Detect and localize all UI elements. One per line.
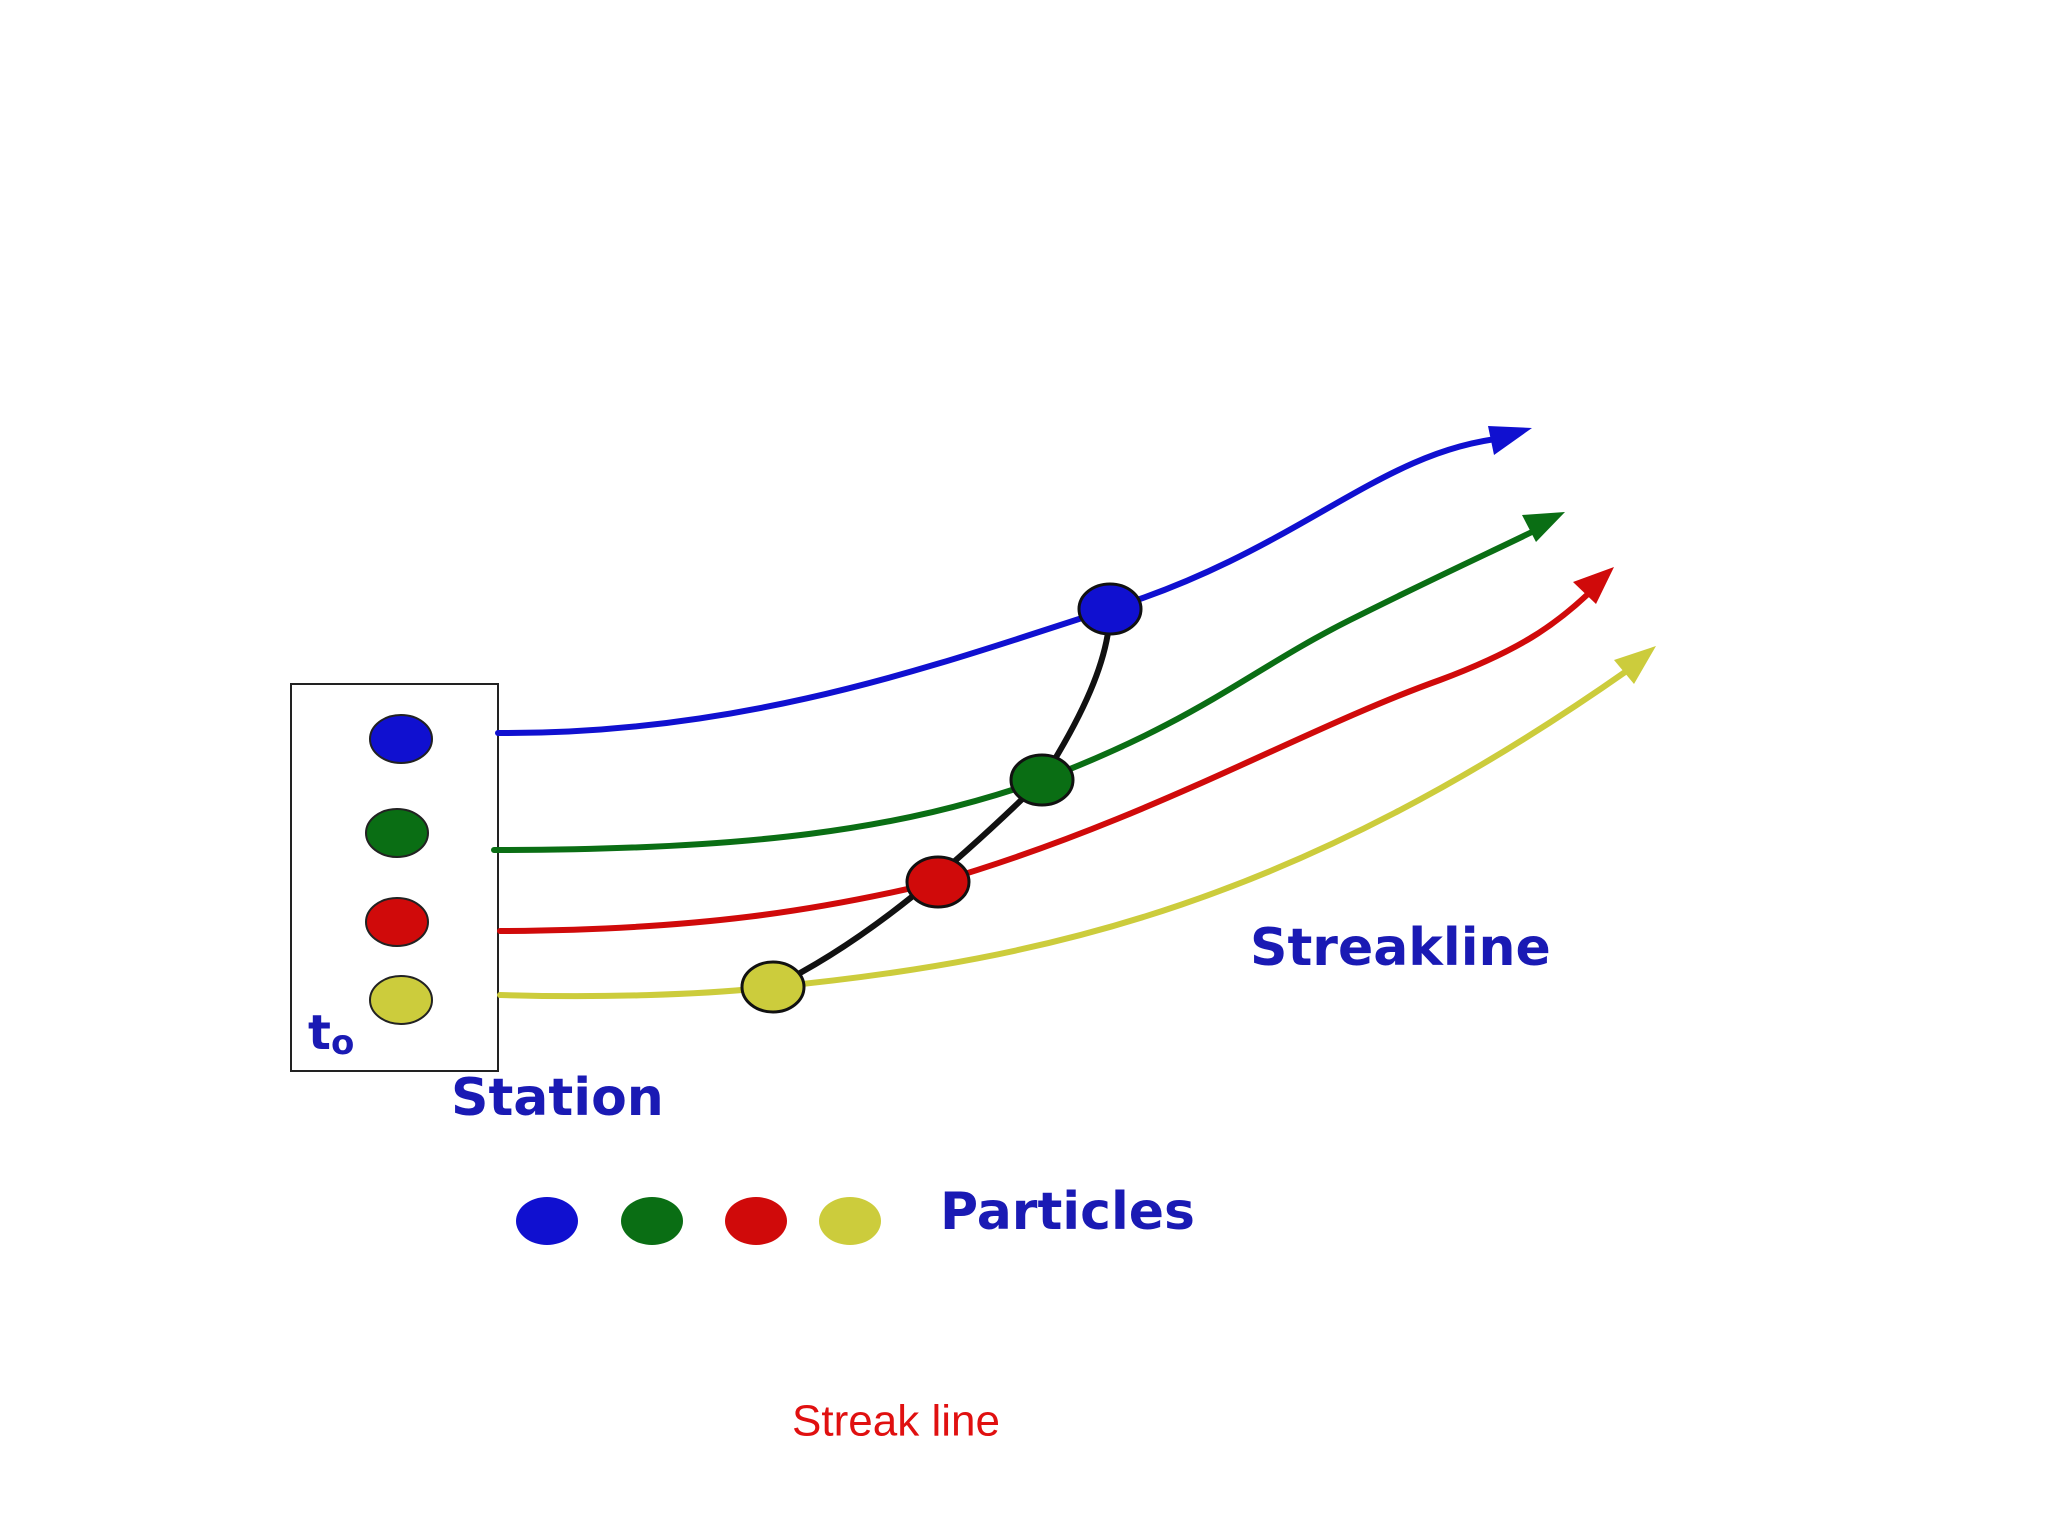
time-label-main: t xyxy=(308,1005,331,1061)
legend-dot-red xyxy=(725,1197,787,1245)
pathline-red xyxy=(497,591,1591,934)
time-label: to xyxy=(308,1005,354,1063)
particle-blue xyxy=(1077,582,1143,636)
particle-green xyxy=(1009,753,1075,807)
legend-dot-blue xyxy=(516,1197,578,1245)
legend-dot-green xyxy=(621,1197,683,1245)
arrowhead-yellow xyxy=(1614,646,1656,684)
station-dot-red xyxy=(365,897,429,947)
arrowhead-red xyxy=(1573,567,1614,604)
arrowhead-blue xyxy=(1488,426,1532,455)
time-label-subscript: o xyxy=(331,1023,354,1063)
streakline-label: Streakline xyxy=(1250,918,1551,978)
arrowhead-green xyxy=(1522,512,1565,542)
particles-label: Particles xyxy=(940,1182,1195,1242)
pathline-green xyxy=(491,525,1543,853)
station-label: Station xyxy=(451,1068,664,1128)
particle-yellow xyxy=(740,960,806,1014)
station-dot-yellow xyxy=(369,975,433,1025)
particle-red xyxy=(905,855,971,909)
legend-dot-yellow xyxy=(819,1197,881,1245)
station-dot-blue xyxy=(369,714,433,764)
caption: Streak line xyxy=(792,1397,1000,1446)
station-dot-green xyxy=(365,808,429,858)
pathline-yellow xyxy=(497,667,1631,1000)
pathline-blue xyxy=(495,435,1508,737)
